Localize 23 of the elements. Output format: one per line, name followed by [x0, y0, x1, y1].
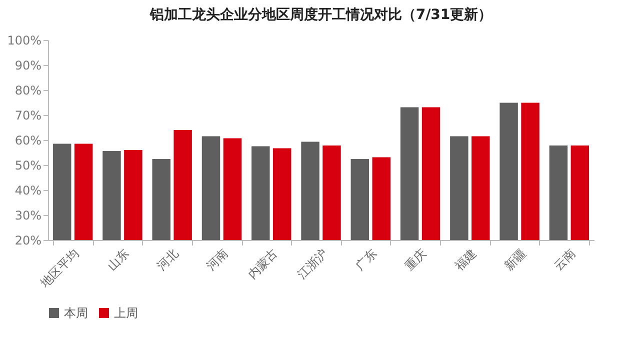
- x-tick-label: 地区平均: [37, 246, 82, 291]
- y-tick-label: 90%: [14, 58, 42, 72]
- y-tick-label: 70%: [14, 108, 42, 122]
- legend-label: 上周: [114, 306, 138, 320]
- x-tick-label: 福建: [452, 246, 479, 273]
- y-tick-label: 30%: [14, 208, 42, 222]
- legend-label: 本周: [64, 306, 88, 320]
- y-tick-label: 80%: [14, 84, 42, 98]
- x-tick-label: 重庆: [402, 246, 430, 273]
- x-tick-label: 河南: [204, 246, 231, 273]
- y-tick-label: 50%: [14, 158, 42, 172]
- x-tick-label: 云南: [551, 246, 578, 273]
- x-tick-label: 江浙沪: [294, 246, 330, 282]
- x-tick-label: 河北: [154, 246, 182, 273]
- x-tick-label: 新疆: [502, 246, 529, 273]
- y-tick-label: 40%: [14, 184, 42, 198]
- y-tick-label: 100%: [7, 34, 42, 48]
- y-tick-label: 20%: [14, 234, 42, 248]
- chart-title: 铝加工龙头企业分地区周度开工情况对比（7/31更新）: [148, 6, 492, 23]
- x-tick-label: 山东: [104, 246, 132, 273]
- x-tick-label: 内蒙古: [244, 246, 280, 282]
- x-tick-label: 广东: [352, 246, 380, 273]
- y-tick-label: 60%: [14, 134, 42, 148]
